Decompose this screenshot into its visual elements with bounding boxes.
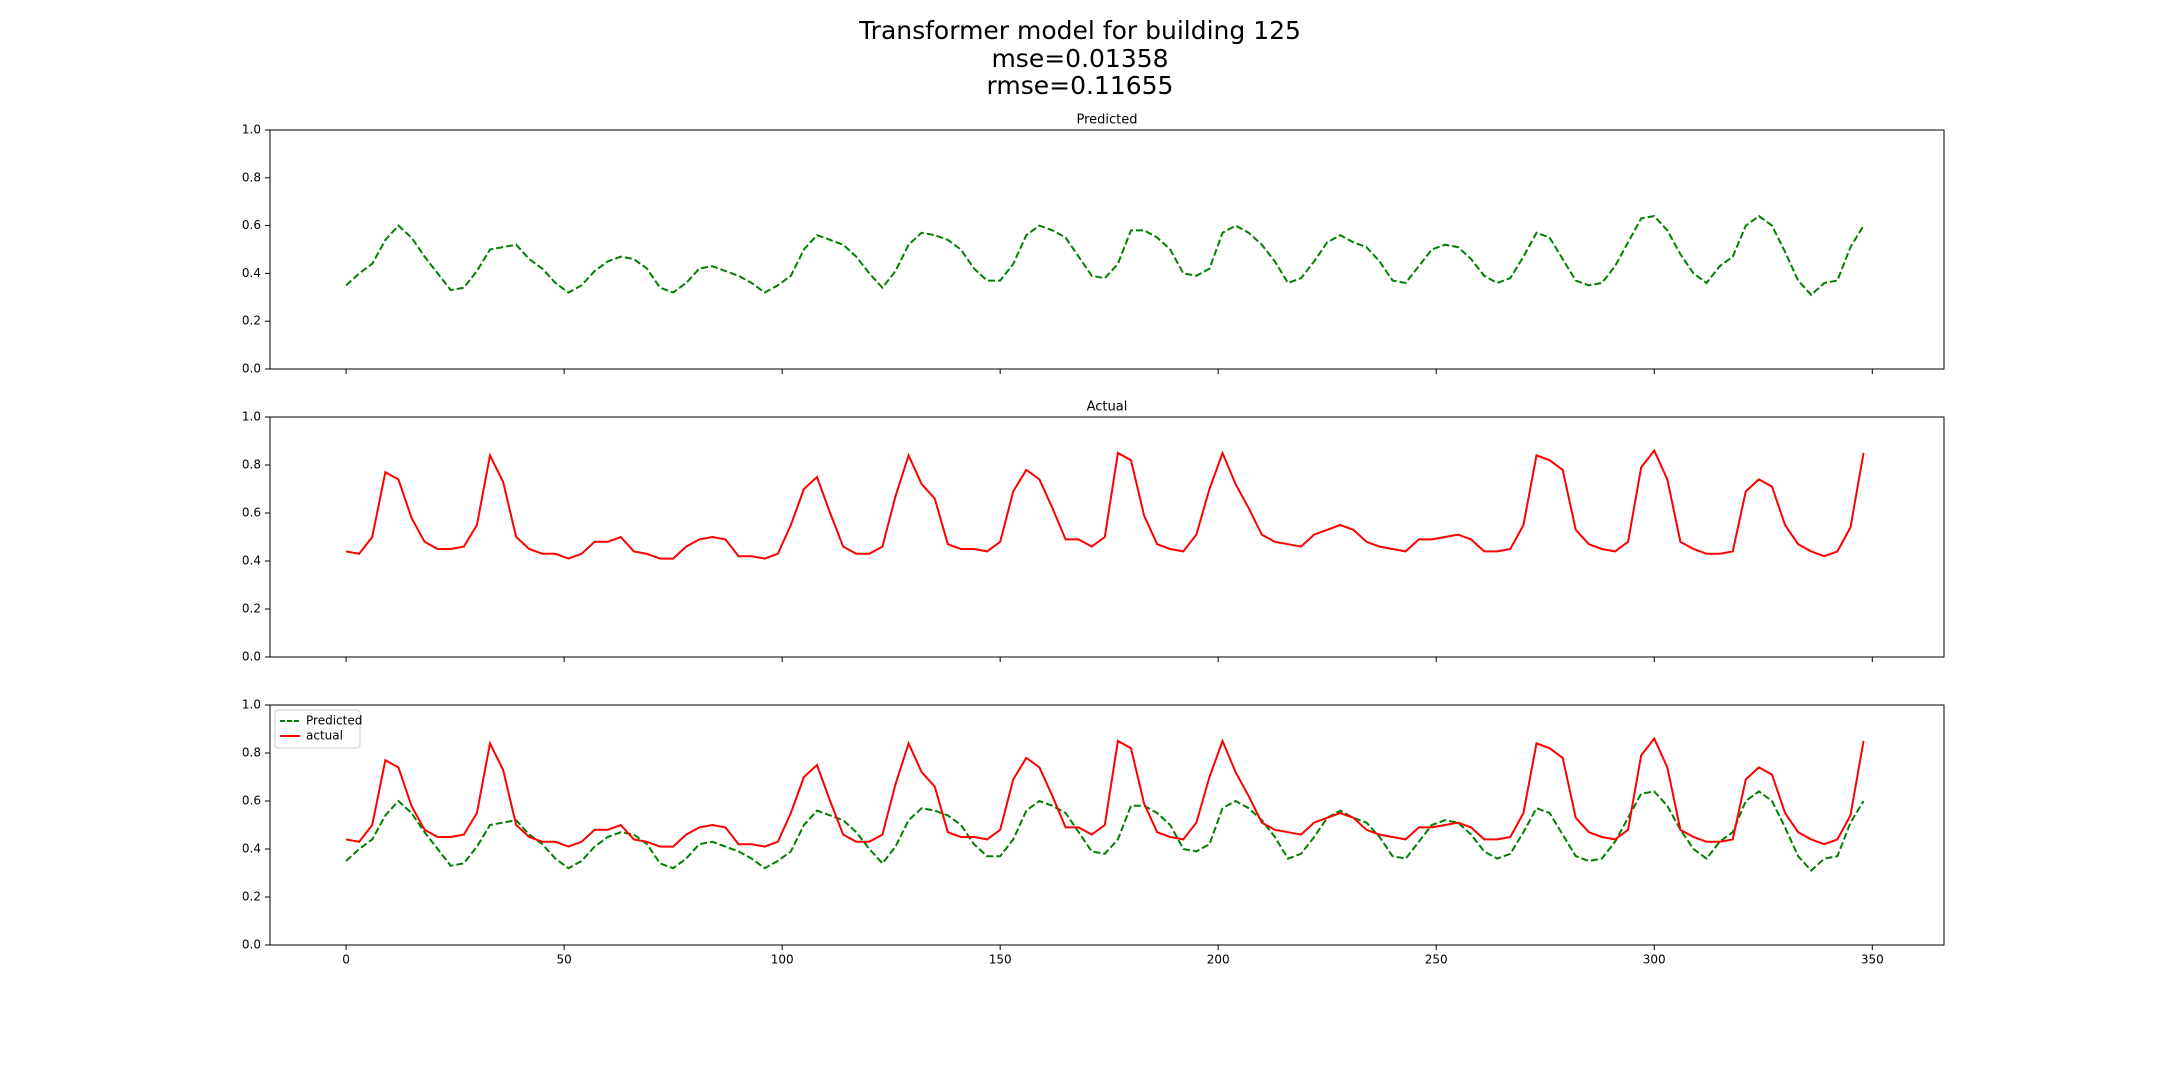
axes-frame <box>269 129 1945 370</box>
y-tick-label: 0.2 <box>242 602 261 616</box>
y-tick-label: 0.2 <box>242 314 261 328</box>
x-tick-label: 200 <box>1207 953 1230 967</box>
figure-title: Transformer model for building 125 <box>858 16 1301 45</box>
y-tick-label: 0.8 <box>242 746 261 760</box>
legend-label: Predicted <box>306 714 362 728</box>
y-tick-label: 0.0 <box>242 938 261 952</box>
y-tick-label: 0.0 <box>242 362 261 376</box>
y-tick-label: 0.6 <box>242 218 261 232</box>
series-line <box>345 736 1865 848</box>
subplot-title: Predicted <box>1076 113 1137 128</box>
x-tick-label: 350 <box>1861 953 1884 967</box>
x-tick-label: 100 <box>771 953 794 967</box>
axes-frame <box>269 416 1945 658</box>
y-tick-label: 0.4 <box>242 266 261 280</box>
series-line <box>345 448 1865 560</box>
x-tick-label: 250 <box>1425 953 1448 967</box>
y-tick-label: 1.0 <box>242 698 261 712</box>
y-tick-label: 0.4 <box>242 554 261 568</box>
figure-title: rmse=0.11655 <box>987 71 1174 100</box>
y-tick-label: 1.0 <box>242 410 261 424</box>
series-line <box>345 790 1865 873</box>
y-tick-label: 1.0 <box>242 123 261 137</box>
y-tick-label: 0.4 <box>242 842 261 856</box>
x-tick-label: 150 <box>989 953 1012 967</box>
subplot-title: Actual <box>1087 400 1128 415</box>
y-tick-label: 0.2 <box>242 890 261 904</box>
y-tick-label: 0.6 <box>242 794 261 808</box>
figure-title: mse=0.01358 <box>991 44 1168 73</box>
x-tick-label: 0 <box>342 953 350 967</box>
series-line <box>345 214 1865 297</box>
y-tick-label: 0.6 <box>242 506 261 520</box>
x-tick-label: 50 <box>556 953 571 967</box>
x-tick-label: 300 <box>1643 953 1666 967</box>
legend-label: actual <box>306 729 343 743</box>
y-tick-label: 0.8 <box>242 458 261 472</box>
y-tick-label: 0.8 <box>242 170 261 184</box>
axes-frame <box>269 704 1945 946</box>
legend-box <box>274 709 361 749</box>
y-tick-label: 0.0 <box>242 650 261 664</box>
